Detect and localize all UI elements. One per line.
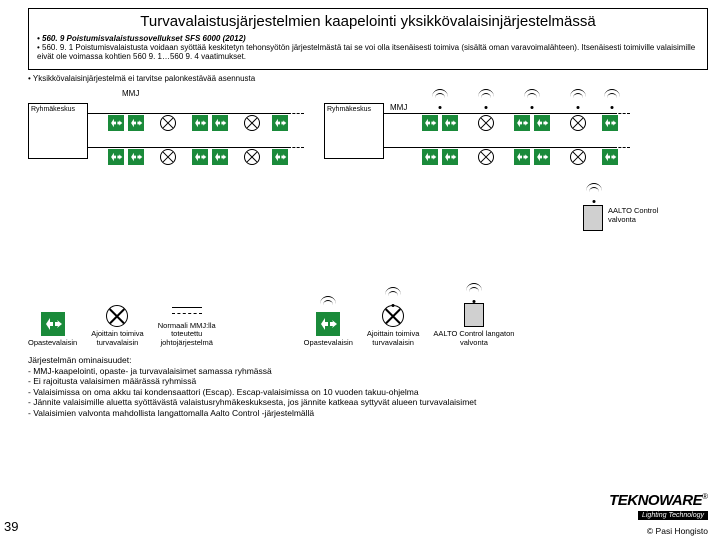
mmj-label-right: MMJ <box>390 103 407 112</box>
exit-sign-icon <box>212 115 228 131</box>
wifi-icon <box>586 189 602 203</box>
luminaire-icon <box>478 115 494 131</box>
copyright: © Pasi Hongisto <box>647 526 708 536</box>
exit-sign-icon <box>41 312 65 336</box>
exit-sign-icon <box>514 149 530 165</box>
list-item: Valaisimissa on oma akku tai kondensaatt… <box>38 387 708 398</box>
wifi-icon <box>432 95 448 109</box>
legend-exit: Opastevalaisin <box>28 312 77 347</box>
logo-text: TEKNOWARE <box>609 492 702 509</box>
exit-sign-icon <box>602 149 618 165</box>
list-item: Jännite valaisimille aluetta syöttävästä… <box>38 397 708 408</box>
list-item: Ei rajoitusta valaisimen määrässä ryhmis… <box>38 376 708 387</box>
exit-sign-icon <box>192 115 208 131</box>
wifi-icon <box>604 95 620 109</box>
luminaire-icon <box>570 115 586 131</box>
wiring-icon <box>172 303 202 319</box>
wire-bot-right-dash <box>614 147 630 148</box>
legend-label: AALTO Control langaton valvonta <box>433 330 514 347</box>
legend-row: Opastevalaisin Ajoittain toimiva turvava… <box>28 289 708 347</box>
properties-block: Järjestelmän ominaisuudet: MMJ-kaapeloin… <box>28 355 708 419</box>
mmj-label-left: MMJ <box>122 89 139 98</box>
legend-label: Normaali MMJ:lla toteutettu johtojärjest… <box>158 322 216 347</box>
exit-sign-icon <box>534 149 550 165</box>
wire-bot-left <box>88 147 288 148</box>
controller-label: AALTO Control valvonta <box>608 207 658 224</box>
exit-sign-icon <box>272 149 288 165</box>
wifi-icon <box>524 95 540 109</box>
subtitle-ref: • 560. 9 Poistumisvalaistussovellukset S… <box>37 34 699 43</box>
luminaire-icon <box>244 115 260 131</box>
legend-wiring: Normaali MMJ:lla toteutettu johtojärjest… <box>158 303 216 347</box>
exit-sign-icon <box>442 149 458 165</box>
legend-control: AALTO Control langaton valvonta <box>433 289 514 347</box>
exit-sign-icon <box>128 149 144 165</box>
exit-sign-icon <box>212 149 228 165</box>
exit-sign-icon <box>442 115 458 131</box>
wire-top-right-dash <box>614 113 630 114</box>
legend-luminaire: Ajoittain toimiva turvavalaisin <box>91 305 144 347</box>
luminaire-icon <box>478 149 494 165</box>
list-item: MMJ-kaapelointi, opaste- ja turvavalaisi… <box>38 366 708 377</box>
wifi-icon <box>466 289 482 303</box>
properties-heading: Järjestelmän ominaisuudet: <box>28 355 708 366</box>
rule-text: • Yksikkövalaisinjärjestelmä ei tarvitse… <box>28 74 708 83</box>
exit-sign-icon <box>108 149 124 165</box>
page-number: 39 <box>4 519 18 534</box>
exit-sign-icon <box>108 115 124 131</box>
page-title: Turvavalaistusjärjestelmien kaapelointi … <box>37 13 699 30</box>
exit-sign-icon <box>422 115 438 131</box>
wire-top-left-dash <box>288 113 304 114</box>
exit-sign-icon <box>192 149 208 165</box>
wire-top-right <box>384 113 614 114</box>
exit-sign-icon <box>534 115 550 131</box>
list-item: Valaisimien valvonta mahdollista langatt… <box>38 408 708 419</box>
luminaire-icon <box>106 305 128 327</box>
legend-label: Opastevalaisin <box>28 339 77 347</box>
exit-sign-icon <box>272 115 288 131</box>
luminaire-icon <box>570 149 586 165</box>
wifi-icon <box>478 95 494 109</box>
exit-sign-icon <box>128 115 144 131</box>
properties-list: MMJ-kaapelointi, opaste- ja turvavalaisi… <box>28 366 708 419</box>
luminaire-icon <box>160 149 176 165</box>
controller-icon <box>464 303 484 327</box>
controller-box <box>583 205 603 231</box>
luminaire-icon <box>244 149 260 165</box>
wiring-diagram: MMJ Ryhmäkeskus Ryhmäkeskus MMJ <box>28 85 708 285</box>
legend-exit-r: Opastevalaisin <box>304 302 353 347</box>
legend-label: Ajoittain toimiva turvavalaisin <box>91 330 144 347</box>
subtitle-desc: • 560. 9. 1 Poistumisvalaistusta voidaan… <box>37 43 699 61</box>
legend-label: Opastevalaisin <box>304 339 353 347</box>
legend-label: Ajoittain toimiva turvavalaisin <box>367 330 420 347</box>
exit-sign-icon <box>514 115 530 131</box>
legend-luminaire-r: Ajoittain toimiva turvavalaisin <box>367 293 420 347</box>
exit-sign-icon <box>602 115 618 131</box>
luminaire-icon <box>382 305 404 327</box>
wire-top-left <box>88 113 288 114</box>
distribution-box-left: Ryhmäkeskus <box>28 103 88 159</box>
exit-sign-icon <box>422 149 438 165</box>
logo-subtitle: Lighting Technology <box>638 511 708 520</box>
distribution-box-right: Ryhmäkeskus <box>324 103 384 159</box>
wifi-icon <box>570 95 586 109</box>
title-box: Turvavalaistusjärjestelmien kaapelointi … <box>28 8 708 70</box>
luminaire-icon <box>160 115 176 131</box>
exit-sign-icon <box>316 312 340 336</box>
wire-bot-right <box>384 147 614 148</box>
brand-logo: TEKNOWARE® Lighting Technology <box>609 492 708 520</box>
wire-bot-left-dash <box>288 147 304 148</box>
